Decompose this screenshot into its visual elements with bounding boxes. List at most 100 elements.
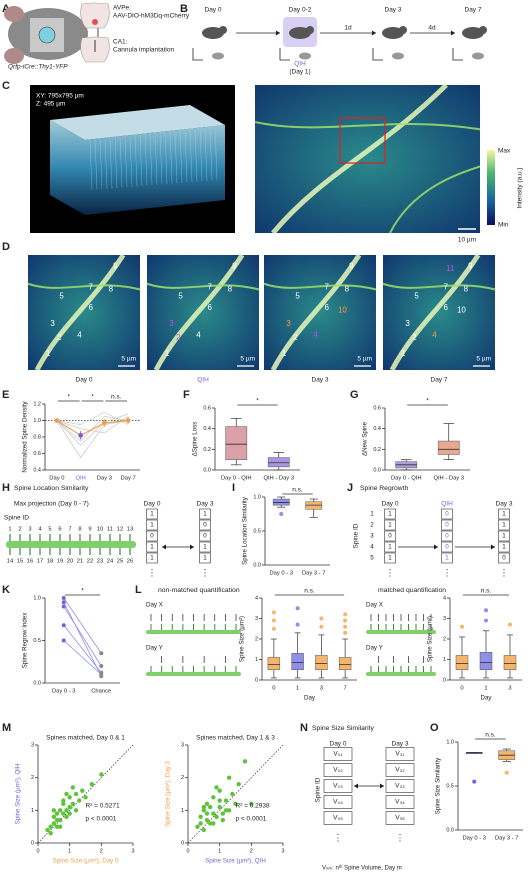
chart-title: Spines matched, Day 0 & 1 (46, 735, 125, 742)
spine-number: 2 (57, 333, 62, 342)
y-tick-label: 0.4 (203, 426, 211, 432)
y-tick-label: 1 (443, 657, 446, 663)
dendrite-trace (194, 128, 198, 182)
cell (498, 519, 510, 531)
cell (146, 552, 158, 564)
cell-value: V₃₃ (395, 783, 405, 790)
x-tick-label: 7 (344, 686, 347, 692)
day-label: Day 3 (385, 7, 402, 14)
box (437, 440, 460, 455)
cell (441, 508, 453, 520)
point (223, 808, 229, 813)
label: Day X (366, 602, 383, 609)
spine-number: 12 (117, 527, 123, 533)
outlier (343, 612, 348, 617)
point (64, 808, 69, 813)
ellipsis: ⋮ (396, 832, 405, 842)
point (61, 623, 66, 628)
y-tick-label: 0.0 (253, 562, 261, 568)
y-tick-label: 1 (31, 808, 34, 814)
cell (441, 530, 453, 542)
outlier (319, 616, 324, 621)
dendrite-trace (159, 132, 163, 185)
panel-label: B (180, 3, 188, 15)
arrow-head (372, 30, 376, 36)
significance: n.s. (485, 732, 496, 739)
group-title: non-matched quantification (158, 587, 240, 594)
label: 1d (344, 25, 352, 32)
arrow-head (434, 544, 438, 550)
point (78, 432, 84, 438)
significance: * (91, 394, 94, 401)
stat: p < 0.0001 (86, 815, 117, 822)
point (201, 827, 207, 833)
cell-value: 0 (445, 511, 449, 518)
cell (146, 541, 158, 553)
mouse-icon (289, 27, 311, 39)
significance: * (256, 398, 259, 405)
y-tick-label: 2 (443, 636, 446, 642)
dendrite-trace (184, 129, 188, 183)
spine-number: 8 (345, 285, 350, 294)
point (125, 418, 131, 423)
panel-label: K (2, 584, 10, 596)
x-tick-label: Day 0 - 3 (269, 571, 293, 577)
point (67, 795, 72, 800)
dendrite (271, 83, 449, 235)
day-label: Day 7 (465, 7, 482, 14)
dendrite (366, 630, 436, 634)
spine-number: 7 (207, 282, 212, 291)
spine-number: 9 (113, 262, 118, 271)
label: Spine Location Similarity (14, 485, 89, 492)
box (338, 657, 352, 671)
pair-line (63, 640, 102, 675)
spine-number: 18 (47, 559, 53, 565)
cell-value: V₃₁ (395, 751, 405, 758)
cell-value: V₀₄ (333, 799, 343, 806)
scale-label: 5 µm (357, 356, 372, 363)
y-tick-label: 1.0 (33, 418, 41, 424)
x-tick-label: 0 (460, 686, 463, 692)
x-tick-label: QIH (75, 476, 85, 482)
dendrite-trace (94, 139, 98, 190)
point (51, 808, 57, 813)
dendrite-trace (154, 132, 158, 185)
cell-value: 1 (502, 522, 506, 529)
dendrite-trace (114, 137, 118, 189)
lens (38, 26, 56, 44)
point (217, 798, 222, 803)
mouse-icon (382, 27, 404, 39)
mouse-icon (212, 52, 224, 60)
significance: * (67, 394, 70, 401)
y-tick-label: 0.8 (33, 434, 41, 440)
mouse-ear (4, 48, 24, 64)
outlier (319, 624, 324, 629)
cell-value: 1 (150, 522, 154, 529)
y-tick-label: 3 (255, 616, 258, 622)
day-label: Day 0 (205, 7, 222, 14)
dendrite (389, 253, 481, 372)
point (45, 827, 50, 833)
cell-value: 0 (150, 533, 154, 540)
spine-id: 5 (370, 555, 374, 562)
day-label: Day 0 (76, 377, 93, 384)
box (315, 655, 328, 671)
y-tick-label: 0.5 (33, 638, 41, 644)
dendrite-trace (179, 130, 183, 183)
outlier (271, 618, 276, 623)
y-tick-label: 0.0 (446, 827, 454, 833)
dendrite (146, 630, 241, 634)
y-tick-label: 0.2 (203, 447, 211, 453)
x-tick-label: 1 (218, 848, 221, 854)
spine-number: 21 (77, 559, 83, 565)
ellipsis: ⋮ (443, 567, 452, 577)
x-tick-label: QIH - Day 3 (433, 476, 464, 482)
point (67, 811, 72, 816)
point (61, 638, 66, 643)
y-tick-label: 0.0 (203, 467, 211, 473)
point (226, 808, 232, 813)
volume-box (50, 105, 225, 140)
y-tick-label: 0 (31, 840, 34, 846)
spine-number: 8 (464, 285, 469, 294)
colorbar (487, 150, 495, 225)
